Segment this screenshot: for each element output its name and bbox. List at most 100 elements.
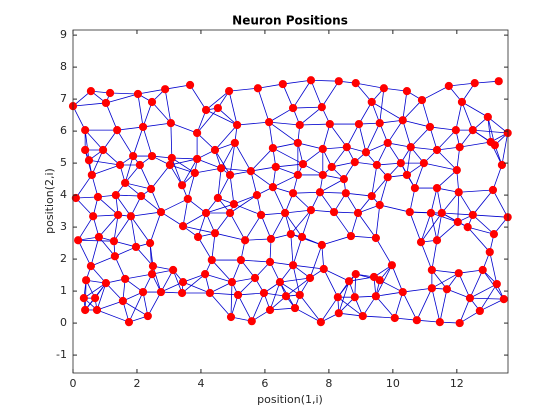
mesh-link xyxy=(297,142,323,150)
mesh-link xyxy=(137,93,144,128)
neuron xyxy=(361,148,371,157)
mesh-link xyxy=(181,158,198,186)
neuron xyxy=(225,170,235,180)
neuron xyxy=(350,293,359,302)
neuron xyxy=(317,103,326,112)
neuron xyxy=(213,103,222,113)
mesh-link xyxy=(436,221,459,241)
mesh-link xyxy=(402,291,418,321)
mesh-link xyxy=(105,102,118,131)
mesh-link xyxy=(421,85,450,101)
neuron xyxy=(193,128,202,138)
mesh-link xyxy=(98,236,116,257)
neuron xyxy=(266,234,276,244)
neuron xyxy=(240,236,250,245)
neuron xyxy=(478,265,487,275)
mesh-link xyxy=(309,244,323,279)
neuron xyxy=(334,309,343,318)
mesh-link xyxy=(436,169,458,189)
neuron xyxy=(121,178,130,188)
neuron xyxy=(253,84,262,93)
y-tick-label: 0 xyxy=(60,316,67,329)
mesh-link xyxy=(375,295,396,319)
neuron xyxy=(318,144,327,154)
y-tick-label: 2 xyxy=(60,252,67,265)
mesh-link xyxy=(270,212,286,240)
neuron xyxy=(121,274,130,284)
mesh-link xyxy=(110,92,138,95)
mesh-link xyxy=(229,87,258,92)
neuron xyxy=(305,273,315,283)
mesh-link xyxy=(402,119,431,128)
mesh-link xyxy=(355,82,384,89)
mesh-link xyxy=(323,268,350,282)
mesh-link xyxy=(345,192,372,197)
mesh-link xyxy=(446,288,471,299)
mesh-link xyxy=(421,99,431,128)
neuron xyxy=(288,261,298,270)
mesh-link xyxy=(139,164,152,190)
mesh-link xyxy=(299,106,323,126)
mesh-link xyxy=(214,212,231,234)
mesh-link xyxy=(171,157,196,174)
mesh-link xyxy=(217,174,231,199)
mesh-link xyxy=(196,158,222,169)
neuron xyxy=(183,194,192,204)
neuron xyxy=(383,173,392,182)
mesh-link xyxy=(142,122,171,128)
mesh-link xyxy=(479,298,505,312)
neuron xyxy=(156,287,166,297)
neuron xyxy=(334,77,343,86)
mesh-link xyxy=(77,240,92,267)
neuron xyxy=(81,126,90,135)
mesh-link xyxy=(375,291,403,297)
mesh-link xyxy=(209,281,233,294)
mesh-link xyxy=(379,279,403,293)
mesh-link xyxy=(84,129,104,151)
mesh-link xyxy=(152,266,162,293)
neuron xyxy=(432,236,442,245)
mesh-link xyxy=(492,164,503,191)
mesh-link xyxy=(221,167,251,172)
neuron xyxy=(138,287,148,297)
mesh-link xyxy=(171,157,183,186)
neuron xyxy=(390,313,399,323)
mesh-link xyxy=(337,296,364,317)
x-tick-label: 6 xyxy=(261,377,268,390)
mesh-link xyxy=(492,189,509,218)
neuron xyxy=(226,312,236,322)
neuron xyxy=(454,188,463,197)
neuron xyxy=(216,164,226,173)
mesh-link xyxy=(151,101,172,124)
mesh-link xyxy=(130,215,151,244)
mesh-link xyxy=(217,107,238,126)
mesh-link xyxy=(284,212,303,238)
mesh-link xyxy=(501,132,509,166)
neuron xyxy=(442,285,452,294)
mesh-link xyxy=(272,142,298,149)
mesh-link xyxy=(410,126,431,148)
neuron xyxy=(333,293,342,302)
neuron xyxy=(280,208,290,218)
neuron xyxy=(351,79,360,88)
mesh-link xyxy=(320,296,339,323)
mesh-link xyxy=(130,211,162,217)
y-tick-label: 7 xyxy=(60,92,67,105)
neuron xyxy=(94,232,104,242)
neuron xyxy=(412,316,421,325)
mesh-link xyxy=(171,157,198,160)
mesh-link xyxy=(272,186,286,214)
neuron xyxy=(396,159,405,168)
neuron xyxy=(426,208,436,218)
mesh-link xyxy=(299,123,330,126)
mesh-link xyxy=(472,189,494,216)
mesh-link xyxy=(457,192,460,222)
mesh-link xyxy=(209,292,232,318)
neuron xyxy=(247,317,256,326)
mesh-link xyxy=(233,203,262,216)
neuron xyxy=(437,208,446,218)
mesh-link xyxy=(170,123,173,158)
neuron xyxy=(86,87,96,96)
mesh-link xyxy=(321,235,352,246)
mesh-link xyxy=(371,164,378,197)
